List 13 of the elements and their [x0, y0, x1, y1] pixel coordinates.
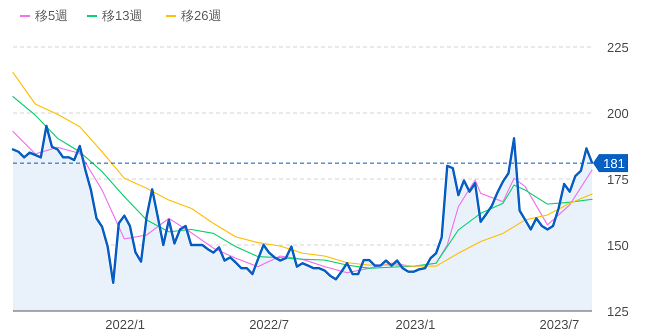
x-tick-label: 2022/1	[105, 317, 146, 332]
x-tick-label: 2022/7	[249, 317, 289, 332]
legend-label: 移26週	[181, 8, 222, 23]
legend-label: 移13週	[102, 8, 142, 23]
y-tick-label: 150	[607, 238, 629, 253]
legend-label: 移5週	[35, 8, 68, 23]
y-tick-label: 200	[607, 106, 629, 121]
y-tick-label: 175	[607, 172, 629, 187]
x-tick-label: 2023/1	[396, 317, 436, 332]
x-tick-label: 2023/7	[540, 317, 580, 332]
y-tick-label: 225	[607, 40, 629, 55]
ref-line-label: 181	[603, 156, 625, 172]
y-tick-label: 125	[607, 304, 629, 319]
